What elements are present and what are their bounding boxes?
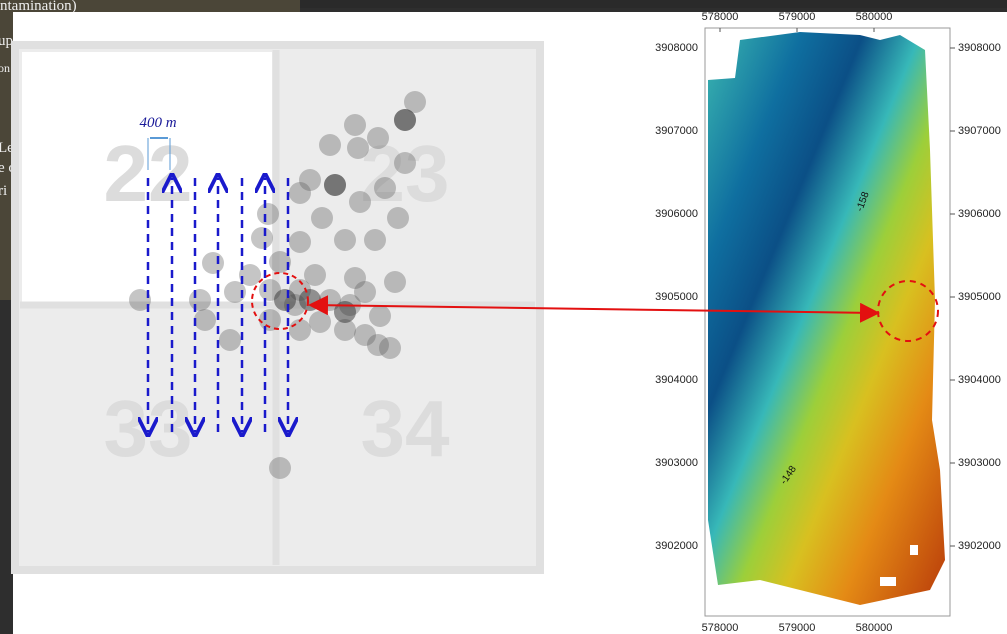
survey-point (367, 127, 389, 149)
survey-point (251, 227, 273, 249)
y-tick-label: 3905000 (958, 291, 1001, 303)
survey-point (219, 329, 241, 351)
x-tick-label: 579000 (779, 622, 816, 634)
top-strip (300, 0, 1007, 8)
survey-point (189, 289, 211, 311)
y-tick-label: 3904000 (655, 374, 698, 386)
survey-point (259, 309, 281, 331)
survey-point (394, 109, 416, 131)
x-tick-label: 579000 (779, 11, 816, 23)
survey-point (354, 281, 376, 303)
survey-point (379, 337, 401, 359)
scale-label: 400 m (139, 115, 176, 131)
y-tick-label: 3902000 (655, 540, 698, 552)
section-number: 33 (104, 384, 193, 473)
y-tick-label: 3903000 (655, 457, 698, 469)
survey-point (289, 319, 311, 341)
survey-point (387, 207, 409, 229)
y-tick-label: 3907000 (655, 125, 698, 137)
right-panel: -158 -148 (705, 28, 950, 616)
y-tick-label: 3908000 (655, 42, 698, 54)
y-tick-label: 3908000 (958, 42, 1001, 54)
survey-point (364, 229, 386, 251)
y-tick-label: 3906000 (655, 208, 698, 220)
x-tick-label: 578000 (702, 11, 739, 23)
screen: ntamination) up on Le e c ri 22 23 33 34… (0, 0, 1007, 634)
survey-point (334, 229, 356, 251)
survey-point (347, 137, 369, 159)
bg-text: ri (0, 183, 7, 199)
y-tick-label: 3902000 (958, 540, 1001, 552)
y-tick-label: 3903000 (958, 457, 1001, 469)
survey-point (202, 252, 224, 274)
survey-point (344, 114, 366, 136)
survey-point (374, 177, 396, 199)
survey-point (194, 309, 216, 331)
survey-point (257, 203, 279, 225)
survey-point (289, 182, 311, 204)
x-tick-label: 580000 (856, 11, 893, 23)
survey-point (349, 191, 371, 213)
y-tick-label: 3907000 (958, 125, 1001, 137)
survey-point (289, 231, 311, 253)
survey-point (324, 174, 346, 196)
survey-point (274, 289, 296, 311)
survey-point (384, 271, 406, 293)
survey-point (311, 207, 333, 229)
y-tick-label: 3905000 (655, 291, 698, 303)
x-tick-label: 580000 (856, 622, 893, 634)
section-number: 34 (361, 384, 450, 473)
survey-point (334, 301, 356, 323)
survey-point (394, 152, 416, 174)
survey-point (369, 305, 391, 327)
y-tick-label: 3904000 (958, 374, 1001, 386)
y-tick-label: 3906000 (958, 208, 1001, 220)
survey-point (319, 134, 341, 156)
survey-point (269, 457, 291, 479)
survey-point (309, 311, 331, 333)
survey-point (299, 289, 321, 311)
bg-text: ntamination) (0, 0, 77, 14)
bg-text: on (0, 61, 10, 75)
x-tick-label: 578000 (702, 622, 739, 634)
